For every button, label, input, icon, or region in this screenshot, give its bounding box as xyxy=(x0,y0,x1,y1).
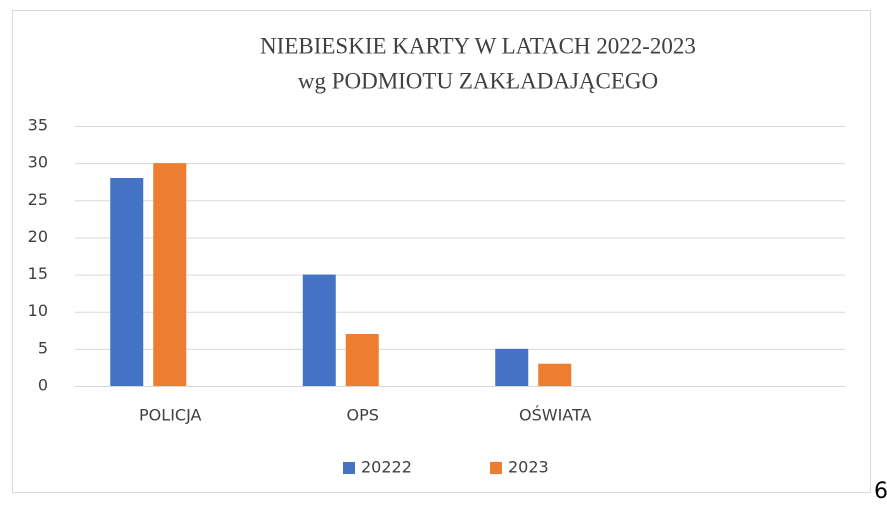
bar xyxy=(345,334,379,386)
legend-label: 2023 xyxy=(508,458,549,477)
chart-title-line: NIEBIESKIE KARTY W LATACH 2022-2023 xyxy=(260,33,696,58)
x-tick-label: POLICJA xyxy=(139,406,201,425)
y-tick-label: 10 xyxy=(28,301,48,320)
bar xyxy=(153,163,187,386)
bar xyxy=(495,348,529,386)
y-tick-label: 0 xyxy=(38,376,48,395)
bar xyxy=(302,274,336,386)
bar xyxy=(110,178,144,386)
legend-swatch xyxy=(343,462,355,474)
y-tick-label: 25 xyxy=(28,190,48,209)
x-tick-label: OPS xyxy=(347,406,379,425)
page-number: 6 xyxy=(874,479,887,504)
y-tick-label: 5 xyxy=(38,338,48,357)
y-tick-label: 35 xyxy=(28,116,48,135)
x-tick-label: OŚWIATA xyxy=(519,406,592,425)
y-tick-label: 15 xyxy=(28,264,48,283)
y-tick-label: 30 xyxy=(28,153,48,172)
legend-label: 20222 xyxy=(361,458,412,477)
y-tick-label: 20 xyxy=(28,227,48,246)
chart-title-line: wg PODMIOTU ZAKŁADAJĄCEGO xyxy=(298,68,658,93)
legend-swatch xyxy=(490,462,502,474)
bar xyxy=(538,363,572,386)
